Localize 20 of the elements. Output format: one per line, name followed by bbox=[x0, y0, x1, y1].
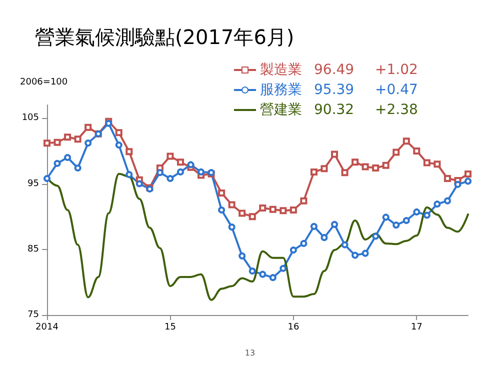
annotation: +2.38 bbox=[375, 102, 418, 118]
annotation: 90.32 bbox=[314, 102, 354, 118]
legend-label: 製造業 bbox=[260, 62, 302, 78]
y-tick-label: 75 bbox=[28, 310, 39, 320]
y-tick-label: 85 bbox=[28, 244, 39, 254]
legend-label: 服務業 bbox=[260, 82, 302, 98]
y-tick-label: 95 bbox=[28, 178, 39, 189]
chart-title: 營業氣候測驗點(2017年6月) bbox=[35, 25, 294, 49]
text: +0.47 bbox=[375, 82, 418, 98]
legend-label: 營建業 bbox=[260, 102, 302, 118]
text: +1.02 bbox=[375, 62, 418, 78]
text: 96.49 bbox=[314, 62, 354, 78]
x-tick-label: 16 bbox=[288, 322, 300, 332]
x-tick-label: 2014 bbox=[36, 322, 59, 332]
y-axis-title: 2006=100 bbox=[20, 78, 68, 88]
y-tick-label: 105 bbox=[22, 113, 39, 124]
text: 13 bbox=[244, 348, 256, 358]
x-tick-label: 17 bbox=[410, 322, 422, 332]
x-tick-label: 15 bbox=[164, 322, 176, 332]
text: 95.39 bbox=[314, 82, 354, 98]
